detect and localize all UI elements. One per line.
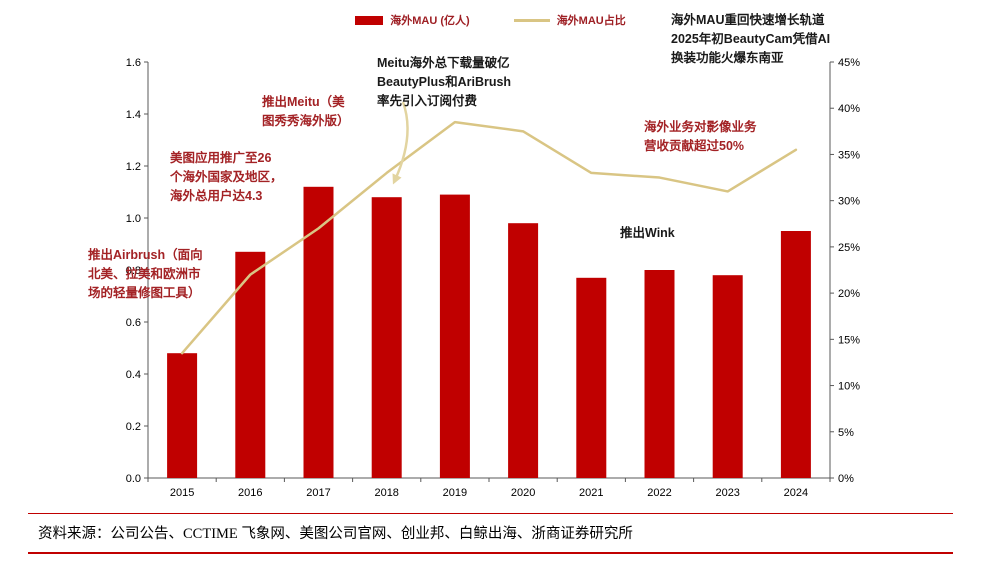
svg-text:1.6: 1.6 — [126, 57, 141, 69]
source-divider-top — [28, 513, 953, 514]
svg-text:2023: 2023 — [715, 487, 739, 499]
svg-text:0.2: 0.2 — [126, 421, 141, 433]
svg-text:0.0: 0.0 — [126, 473, 141, 485]
svg-text:2019: 2019 — [443, 487, 467, 499]
svg-text:30%: 30% — [838, 196, 860, 208]
annotation-wink-launch: 推出Wink — [620, 226, 675, 240]
svg-text:0.8: 0.8 — [126, 265, 141, 277]
svg-text:2017: 2017 — [306, 487, 330, 499]
annotation-meitu-launch: 推出Meitu（美 图秀秀海外版） — [262, 95, 350, 128]
svg-text:1.2: 1.2 — [126, 161, 141, 173]
annotation-meitu-downloads: Meitu海外总下载量破亿 BeautyPlus和AriBrush 率先引入订阅… — [377, 56, 512, 108]
svg-text:1.4: 1.4 — [126, 109, 141, 121]
svg-text:25%: 25% — [838, 242, 860, 254]
svg-text:20%: 20% — [838, 288, 860, 300]
source-text: 资料来源：公司公告、CCTIME 飞象网、美图公司官网、创业邦、白鲸出海、浙商证… — [38, 526, 633, 542]
svg-text:0.6: 0.6 — [126, 317, 141, 329]
svg-text:1.0: 1.0 — [126, 213, 141, 225]
svg-text:2024: 2024 — [784, 487, 808, 499]
svg-text:15%: 15% — [838, 334, 860, 346]
source-divider-bottom — [28, 552, 953, 554]
annotation-mau-growth: 海外MAU重回快速增长轨道 2025年初BeautyCam凭借AI 换装功能火爆… — [671, 13, 831, 65]
svg-text:0.4: 0.4 — [126, 369, 141, 381]
annotation-overseas-promotion: 美图应用推广至26 个海外国家及地区， 海外总用户达4.3 — [170, 151, 283, 203]
svg-text:2018: 2018 — [374, 487, 398, 499]
svg-text:2020: 2020 — [511, 487, 535, 499]
source-block: 资料来源：公司公告、CCTIME 飞象网、美图公司官网、创业邦、白鲸出海、浙商证… — [28, 513, 953, 554]
svg-text:2015: 2015 — [170, 487, 194, 499]
svg-text:0%: 0% — [838, 473, 854, 485]
svg-text:2022: 2022 — [647, 487, 671, 499]
svg-text:5%: 5% — [838, 427, 854, 439]
svg-text:10%: 10% — [838, 381, 860, 393]
svg-text:40%: 40% — [838, 103, 860, 115]
svg-text:2021: 2021 — [579, 487, 603, 499]
annotation-airbrush-launch: 推出Airbrush（面向 北美、拉美和欧洲市 场的轻量修图工具） — [88, 248, 203, 300]
svg-text:45%: 45% — [838, 57, 860, 69]
svg-text:2016: 2016 — [238, 487, 262, 499]
svg-text:35%: 35% — [838, 149, 860, 161]
annotation-revenue-contribution: 海外业务对影像业务 营收贡献超过50% — [644, 120, 757, 153]
